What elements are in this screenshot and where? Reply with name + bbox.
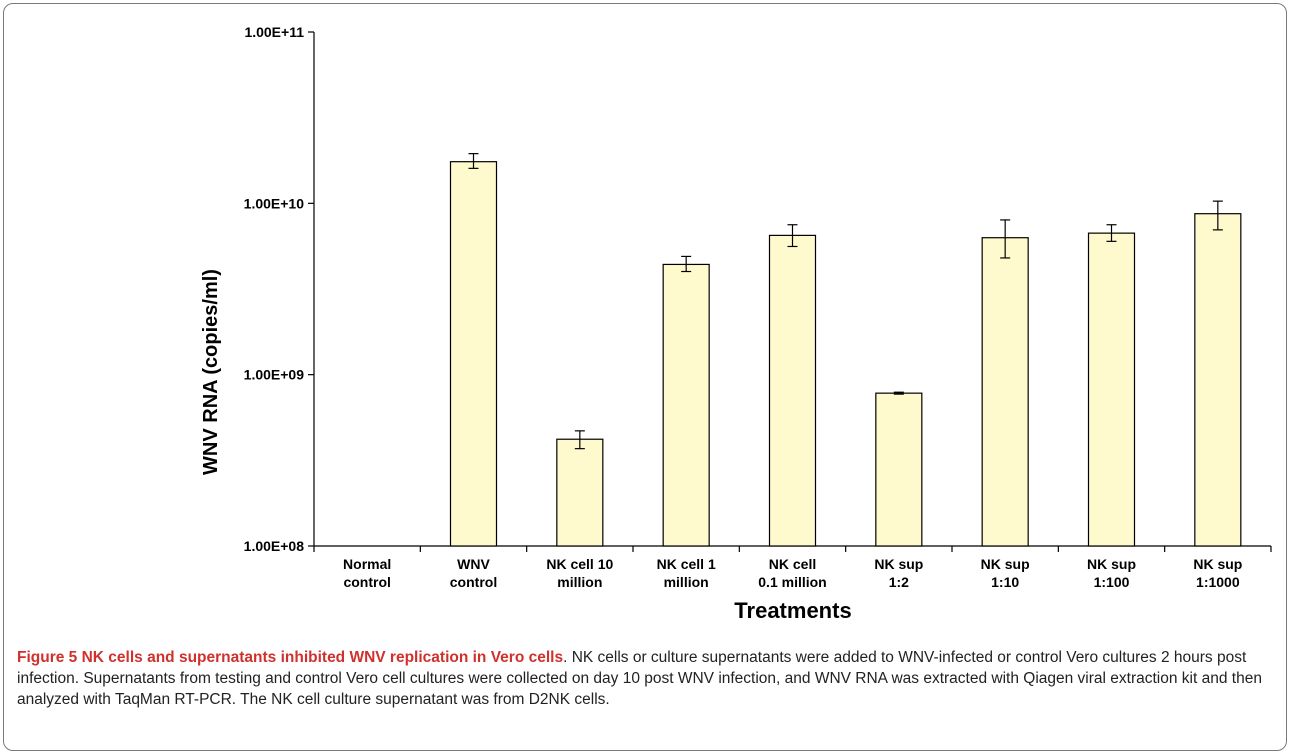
x-tick-label: 1:1000	[1196, 574, 1240, 590]
x-tick-label: NK cell	[769, 556, 816, 572]
figure-frame	[3, 3, 1287, 751]
x-tick-label: NK sup	[1087, 556, 1136, 572]
figure-caption: Figure 5 NK cells and supernatants inhib…	[17, 647, 1279, 710]
caption-title: NK cells and supernatants inhibited WNV …	[81, 649, 564, 666]
x-tick-label: NK sup	[874, 556, 923, 572]
bar	[875, 392, 923, 547]
x-tick-label: NK cell 10	[546, 556, 613, 572]
bar	[662, 263, 710, 547]
bar	[768, 234, 817, 547]
chart-bars	[449, 161, 1242, 547]
caption-body: . NK cells or culture supernatants were …	[17, 649, 1262, 708]
y-tick-label: 1.00E+11	[244, 24, 304, 40]
x-tick-label: million	[664, 574, 709, 590]
x-tick-label: control	[343, 574, 390, 590]
x-tick-label: NK sup	[981, 556, 1030, 572]
x-tick-label: control	[450, 574, 497, 590]
x-tick-label: 1:2	[889, 574, 909, 590]
x-tick-label: 1:10	[991, 574, 1019, 590]
x-tick-label: 0.1 million	[758, 574, 826, 590]
x-axis-label: Treatments	[734, 598, 851, 623]
x-tick-label: NK sup	[1193, 556, 1242, 572]
bar-chart: 1.00E+08 1.00E+09 1.00E+10 1.00E+11 Normal c…	[200, 24, 1272, 623]
x-tick-label: WNV	[457, 556, 490, 572]
y-tick-label: 1.00E+08	[244, 538, 305, 554]
y-tick-labels: 1.00E+08 1.00E+09 1.00E+10 1.00E+11	[244, 24, 305, 554]
bar	[556, 438, 604, 547]
y-axis-label: WNV RNA (copies/ml)	[200, 269, 222, 475]
x-tick-label: NK cell 1	[657, 556, 716, 572]
bar	[1087, 232, 1136, 547]
x-tick-label: Normal	[343, 556, 391, 572]
x-tick-labels: Normal control WNV control NK cell 10 million…	[343, 556, 1242, 590]
bar	[1194, 213, 1242, 547]
x-tick-label: million	[557, 574, 602, 590]
x-tick-label: 1:100	[1094, 574, 1130, 590]
chart-error-bars	[468, 153, 1223, 450]
bar	[981, 237, 1029, 547]
y-tick-label: 1.00E+09	[244, 367, 305, 383]
caption-label: Figure 5	[17, 649, 78, 666]
y-tick-label: 1.00E+10	[244, 195, 305, 211]
bar	[449, 161, 498, 547]
